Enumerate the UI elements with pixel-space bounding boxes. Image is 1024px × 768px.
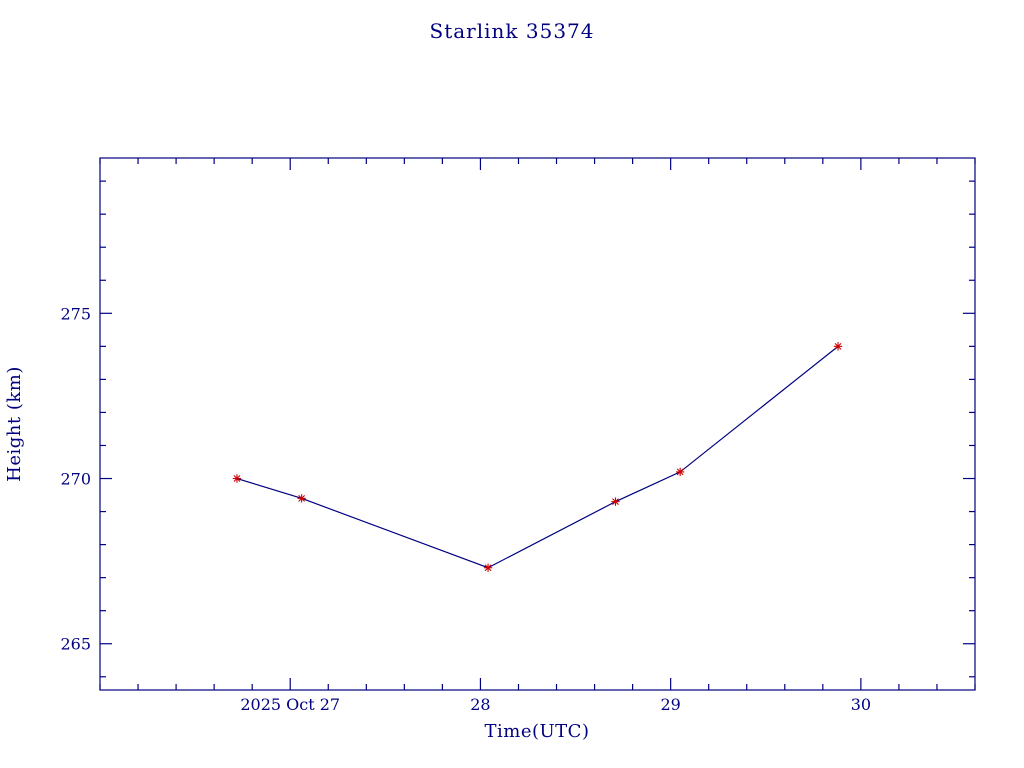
y-tick-label: 275 [60, 304, 91, 323]
y-axis-label: Height (km) [4, 366, 25, 482]
plot-area: 2025 Oct 27 28 29 30 265 270 275 [60, 157, 976, 714]
data-line [236, 345, 839, 569]
data-point-marker [483, 563, 493, 572]
data-point-marker [232, 474, 242, 483]
x-tick-label: 30 [851, 695, 871, 714]
data-point-marker [833, 342, 843, 351]
chart-title: Starlink 35374 [430, 19, 595, 43]
x-axis-label: Time(UTC) [485, 721, 590, 742]
data-point-marker [675, 467, 685, 477]
y-tick-label: 265 [60, 635, 91, 654]
data-point-marker [611, 497, 620, 506]
plot-frame [99, 157, 976, 691]
x-tick-label: 28 [470, 695, 490, 714]
data-point-marker [297, 494, 306, 503]
x-tick-label: 29 [660, 695, 680, 714]
y-tick-label: 270 [60, 470, 91, 489]
x-tick-label: 2025 Oct 27 [240, 695, 340, 714]
